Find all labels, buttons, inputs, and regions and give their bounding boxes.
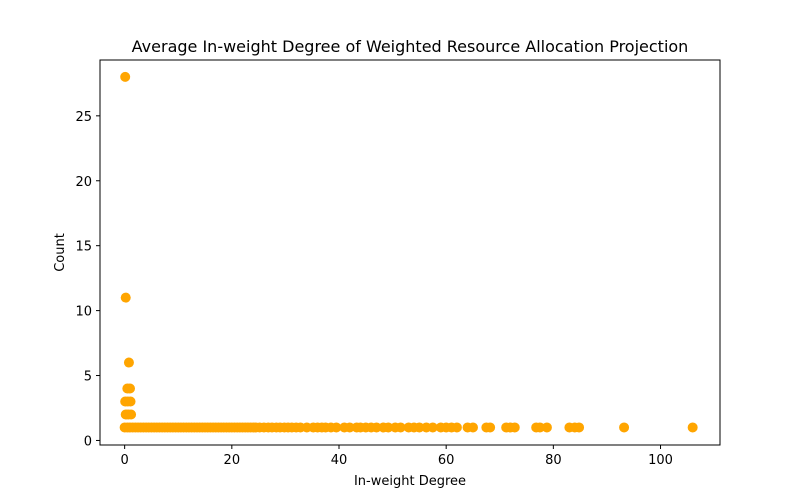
data-point bbox=[344, 422, 355, 433]
data-point bbox=[414, 422, 425, 433]
y-axis-ticks: 0 5 10 15 20 25 bbox=[75, 110, 100, 449]
data-point bbox=[619, 422, 630, 433]
data-point bbox=[123, 357, 134, 368]
data-point bbox=[534, 422, 545, 433]
data-point bbox=[126, 409, 137, 420]
data-point bbox=[509, 422, 520, 433]
data-point bbox=[120, 71, 131, 82]
x-tick-label: 100 bbox=[648, 453, 673, 468]
data-point bbox=[687, 422, 698, 433]
data-point bbox=[574, 422, 585, 433]
data-point bbox=[427, 422, 438, 433]
y-tick-label: 5 bbox=[84, 370, 92, 385]
x-tick-label: 20 bbox=[224, 453, 241, 468]
data-point bbox=[485, 422, 496, 433]
y-tick-label: 0 bbox=[84, 434, 92, 449]
data-point bbox=[467, 422, 478, 433]
x-tick-label: 60 bbox=[438, 453, 455, 468]
y-tick-label: 15 bbox=[75, 240, 92, 255]
data-point bbox=[125, 396, 136, 407]
data-point bbox=[125, 383, 136, 394]
x-tick-label: 80 bbox=[545, 453, 562, 468]
x-tick-label: 40 bbox=[331, 453, 348, 468]
y-tick-label: 20 bbox=[75, 175, 92, 190]
data-point bbox=[383, 422, 394, 433]
data-point bbox=[541, 422, 552, 433]
x-axis-ticks: 0 20 40 60 80 100 bbox=[121, 445, 673, 468]
x-axis-label: In-weight Degree bbox=[354, 474, 466, 489]
y-tick-label: 10 bbox=[75, 305, 92, 320]
points-layer bbox=[119, 71, 698, 433]
data-point bbox=[371, 422, 382, 433]
x-tick-label: 0 bbox=[121, 453, 129, 468]
y-axis-label: Count bbox=[53, 233, 68, 272]
plot-frame bbox=[99, 59, 721, 446]
data-point bbox=[451, 422, 462, 433]
chart-title: Average In-weight Degree of Weighted Res… bbox=[132, 37, 689, 56]
data-point bbox=[120, 292, 131, 303]
data-point bbox=[395, 422, 406, 433]
data-point bbox=[331, 422, 342, 433]
y-tick-label: 25 bbox=[75, 110, 92, 125]
